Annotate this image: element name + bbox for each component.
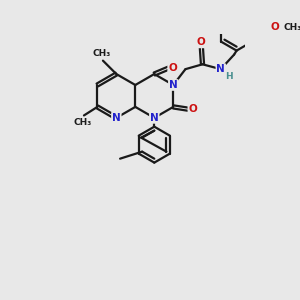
Text: O: O xyxy=(188,104,197,114)
Text: N: N xyxy=(112,113,121,123)
Text: O: O xyxy=(270,22,279,32)
Text: CH₃: CH₃ xyxy=(283,23,300,32)
Text: O: O xyxy=(168,63,177,73)
Text: CH₃: CH₃ xyxy=(74,118,92,127)
Text: N: N xyxy=(150,113,159,123)
Text: O: O xyxy=(197,38,206,47)
Text: N: N xyxy=(216,64,225,74)
Text: H: H xyxy=(226,72,233,81)
Text: CH₃: CH₃ xyxy=(93,49,111,58)
Text: N: N xyxy=(169,80,178,90)
